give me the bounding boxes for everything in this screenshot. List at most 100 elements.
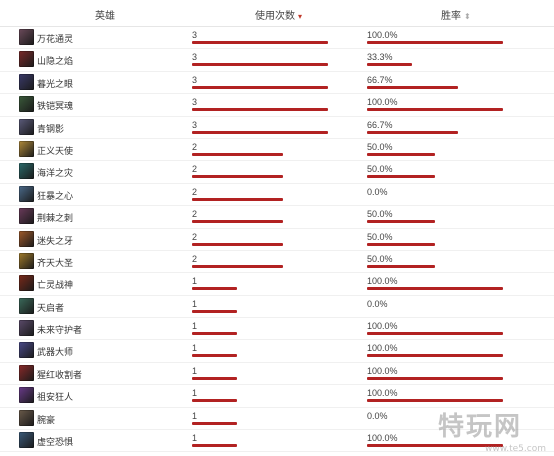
hero-avatar-icon	[19, 364, 34, 381]
hero-name: 荆棘之刺	[37, 213, 74, 224]
winrate-value: 33.3%	[367, 52, 393, 63]
winrate-value: 100.0%	[367, 388, 398, 399]
uses-column-label: 使用次数	[255, 11, 295, 22]
sort-toggle-icon[interactable]: ⬍	[464, 12, 471, 21]
winrate-value: 66.7%	[367, 119, 393, 130]
hero-avatar-icon	[19, 409, 34, 426]
winrate-value: 0.0%	[367, 410, 388, 421]
winrate-value: 50.0%	[367, 141, 393, 152]
hero-column-header: 英雄	[95, 11, 115, 22]
winrate-value: 100.0%	[367, 321, 398, 332]
table-header: 英雄 使用次数 ▾ 胜率 ⬍	[0, 0, 554, 27]
hero-name: 天启者	[37, 302, 65, 313]
winrate-column-label: 胜率	[441, 11, 461, 22]
uses-count: 3	[192, 97, 198, 108]
table-row[interactable]: 正义天使 2 50.0%	[0, 139, 554, 162]
table-row[interactable]: 齐天大圣 2 50.0%	[0, 251, 554, 274]
winrate-value: 50.0%	[367, 164, 393, 175]
uses-count: 2	[192, 209, 198, 220]
hero-name: 腕豪	[37, 414, 56, 425]
uses-count: 3	[192, 52, 198, 63]
winrate-bar	[367, 444, 503, 448]
table-row[interactable]: 虚空恐惧 1 100.0%	[0, 430, 554, 453]
uses-bar	[192, 309, 237, 313]
uses-bar	[192, 264, 283, 268]
hero-avatar-icon	[19, 140, 34, 157]
hero-name: 正义天使	[37, 145, 74, 156]
table-row[interactable]: 亡灵战神 1 100.0%	[0, 273, 554, 296]
uses-bar	[192, 197, 283, 201]
uses-bar	[192, 130, 328, 134]
table-row[interactable]: 暮光之眼 3 66.7%	[0, 72, 554, 95]
uses-bar	[192, 287, 237, 291]
hero-avatar-icon	[19, 230, 34, 247]
winrate-bar	[367, 287, 503, 291]
winrate-bar	[367, 130, 458, 134]
hero-avatar-icon	[19, 73, 34, 90]
uses-bar	[192, 242, 283, 246]
uses-bar	[192, 41, 328, 44]
sort-desc-icon[interactable]: ▾	[298, 12, 303, 21]
winrate-bar	[367, 41, 503, 44]
hero-avatar-icon	[19, 432, 34, 449]
uses-column-header[interactable]: 使用次数 ▾	[255, 7, 302, 22]
hero-avatar-icon	[19, 118, 34, 135]
hero-name: 山隐之焰	[37, 56, 74, 67]
winrate-value: 100.0%	[367, 276, 398, 287]
uses-count: 3	[192, 74, 198, 85]
table-row[interactable]: 未来守护者 1 100.0%	[0, 318, 554, 341]
hero-name: 亡灵战神	[37, 280, 74, 291]
table-row[interactable]: 猩红收割者 1 100.0%	[0, 363, 554, 386]
table-row[interactable]: 海洋之灾 2 50.0%	[0, 161, 554, 184]
uses-bar	[192, 63, 328, 67]
hero-name: 狂暴之心	[37, 190, 74, 201]
hero-avatar-icon	[19, 297, 34, 314]
winrate-value: 66.7%	[367, 74, 393, 85]
watermark-text: 特玩网	[438, 412, 523, 442]
uses-bar	[192, 376, 237, 380]
winrate-bar	[367, 242, 435, 246]
table-row[interactable]: 天启者 1 0.0%	[0, 296, 554, 319]
uses-bar	[192, 85, 328, 89]
table-row[interactable]: 荆棘之刺 2 50.0%	[0, 206, 554, 229]
table-row[interactable]: 铁铠冥魂 3 100.0%	[0, 94, 554, 117]
uses-count: 3	[192, 119, 198, 130]
uses-count: 1	[192, 388, 198, 399]
hero-avatar-icon	[19, 208, 34, 225]
table-row[interactable]: 狂暴之心 2 0.0%	[0, 184, 554, 207]
uses-count: 2	[192, 186, 198, 197]
hero-avatar-icon	[19, 96, 34, 113]
winrate-value: 50.0%	[367, 209, 393, 220]
uses-bar	[192, 220, 283, 224]
table-row[interactable]: 祖安狂人 1 100.0%	[0, 385, 554, 408]
hero-avatar-icon	[19, 275, 34, 292]
site-watermark: 特玩网 www.te5.com	[438, 406, 548, 454]
winrate-bar	[367, 175, 435, 179]
winrate-value: 100.0%	[367, 30, 398, 40]
watermark-url: www.te5.com	[485, 444, 546, 454]
hero-avatar-icon	[19, 185, 34, 202]
hero-avatar-icon	[19, 252, 34, 269]
winrate-bar	[367, 354, 503, 358]
hero-avatar-icon	[19, 163, 34, 180]
table-row[interactable]: 万花通灵 3 100.0%	[0, 27, 554, 50]
uses-count: 2	[192, 164, 198, 175]
hero-avatar-icon	[19, 387, 34, 404]
winrate-value: 0.0%	[367, 186, 388, 197]
winrate-bar	[367, 264, 435, 268]
winrate-bar	[367, 85, 458, 89]
winrate-bar	[367, 220, 435, 224]
winrate-column-header[interactable]: 胜率 ⬍	[441, 7, 471, 22]
table-row[interactable]: 腕豪 1 0.0%	[0, 408, 554, 431]
uses-count: 2	[192, 253, 198, 264]
uses-bar	[192, 444, 237, 448]
table-row[interactable]: 山隐之焰 3 33.3%	[0, 49, 554, 72]
table-row[interactable]: 武器大师 1 100.0%	[0, 340, 554, 363]
hero-name: 未来守护者	[37, 325, 83, 336]
uses-count: 2	[192, 231, 198, 242]
hero-name: 暮光之眼	[37, 78, 74, 89]
table-row[interactable]: 青钢影 3 66.7%	[0, 117, 554, 139]
winrate-value: 100.0%	[367, 365, 398, 376]
uses-bar	[192, 152, 283, 156]
table-row[interactable]: 迷失之牙 2 50.0%	[0, 229, 554, 251]
